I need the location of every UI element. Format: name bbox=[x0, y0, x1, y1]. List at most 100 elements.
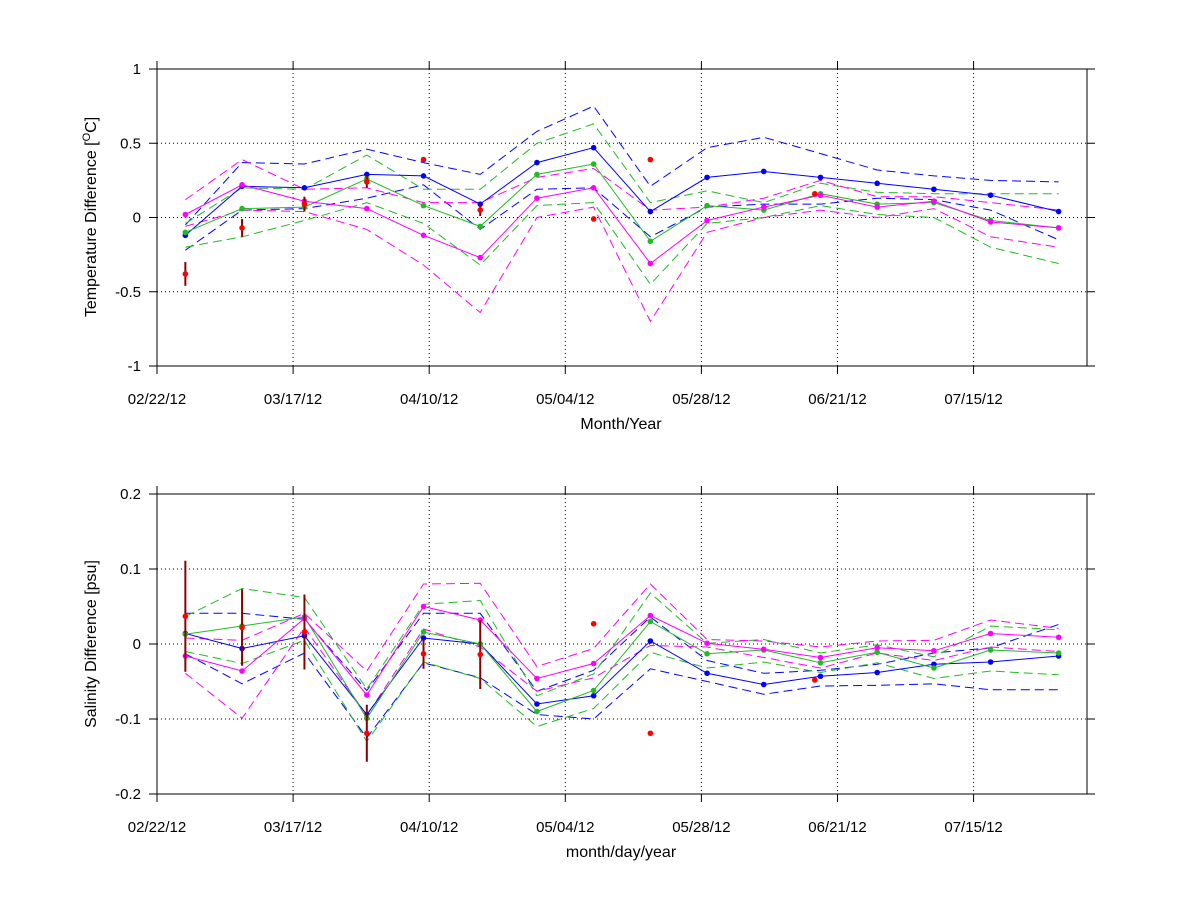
temperature-ytick-label-1: -0.5 bbox=[115, 284, 141, 301]
temperature-series-0-point-14 bbox=[987, 192, 994, 199]
temperature-series-6-point-12 bbox=[874, 204, 880, 210]
salinity-obs-point-4 bbox=[420, 650, 427, 657]
temperature-series-0-point-15 bbox=[1055, 208, 1062, 215]
temperature-xtick-label-1: 03/17/12 bbox=[264, 391, 322, 408]
temperature-xtick-label-0: 02/22/12 bbox=[128, 391, 186, 408]
temperature-series-6-point-1 bbox=[239, 182, 245, 188]
salinity-xtick-label-0: 02/22/12 bbox=[128, 819, 186, 836]
salinity-obs-point-3 bbox=[364, 730, 370, 737]
salinity-series-line-5 bbox=[185, 639, 1059, 743]
temperature-obs-point-6 bbox=[590, 216, 597, 222]
salinity-series-6-point-3 bbox=[364, 692, 370, 698]
temperature-series-6-point-11 bbox=[817, 192, 824, 199]
temperature-series-3-point-9 bbox=[704, 202, 710, 209]
temperature-y-axis-label: Temperature Difference [OC] bbox=[81, 117, 100, 317]
salinity-ytick-label-0: -0.2 bbox=[115, 786, 141, 803]
salinity-series-3-point-15 bbox=[1055, 650, 1062, 656]
salinity-series-3-point-14 bbox=[987, 647, 994, 653]
salinity-x-axis-label: month/day/year bbox=[566, 844, 677, 861]
salinity-series-3-point-13 bbox=[931, 665, 937, 671]
temperature-series-6-point-0 bbox=[182, 211, 189, 218]
temperature-ytick-label-4: 1 bbox=[133, 61, 141, 78]
temperature-xtick-label-4: 05/28/12 bbox=[672, 391, 730, 408]
temperature-series-6-point-9 bbox=[704, 217, 710, 224]
salinity-series-0-point-12 bbox=[874, 669, 880, 676]
salinity-obs-point-1 bbox=[239, 624, 245, 631]
temperature-series-line-3 bbox=[185, 163, 1059, 242]
salinity-series-0-point-9 bbox=[704, 670, 710, 677]
salinity-series-6-point-7 bbox=[590, 660, 597, 667]
temperature-series-6-point-14 bbox=[987, 219, 994, 225]
temperature-series-line-6 bbox=[185, 184, 1059, 265]
salinity-xtick-label-5: 06/21/12 bbox=[808, 819, 866, 836]
temperature-xtick-label-5: 06/21/12 bbox=[808, 391, 866, 408]
temperature-obs-point-8 bbox=[812, 190, 818, 197]
salinity-xtick-label-1: 03/17/12 bbox=[264, 819, 322, 836]
temperature-series-0-point-12 bbox=[874, 180, 880, 187]
temperature-series-6-point-4 bbox=[420, 232, 427, 239]
temperature-series-0-point-2 bbox=[301, 185, 308, 191]
salinity-ytick-label-2: 0 bbox=[133, 636, 141, 653]
salinity-obs-point-6 bbox=[590, 620, 597, 627]
salinity-series-line-6 bbox=[185, 605, 1059, 696]
salinity-series-0-point-14 bbox=[987, 659, 994, 665]
salinity-series-line-0 bbox=[185, 633, 1059, 716]
temperature-series-0-point-8 bbox=[647, 208, 654, 215]
temperature-series-6-point-15 bbox=[1055, 225, 1062, 231]
temperature-series-line-4 bbox=[185, 123, 1059, 224]
salinity-series-6-point-12 bbox=[874, 644, 880, 651]
salinity-series-6-point-9 bbox=[704, 640, 710, 647]
salinity-series-line-3 bbox=[185, 616, 1059, 720]
temperature-series-3-point-0 bbox=[182, 229, 189, 236]
salinity-series-6-point-15 bbox=[1055, 634, 1062, 641]
temperature-series-3-point-7 bbox=[590, 161, 597, 167]
temperature-series-6-point-6 bbox=[534, 195, 540, 201]
temperature-series-0-point-11 bbox=[817, 174, 824, 181]
temperature-x-axis-label: Month/Year bbox=[580, 416, 662, 433]
temperature-series-3-point-4 bbox=[420, 202, 427, 209]
salinity-series-3-point-8 bbox=[647, 618, 654, 625]
salinity-series-line-4 bbox=[185, 587, 1059, 697]
salinity-series-3-point-11 bbox=[817, 659, 824, 666]
salinity-series-3-point-12 bbox=[874, 649, 880, 656]
salinity-series-0-point-4 bbox=[420, 635, 427, 641]
temperature-series-line-8 bbox=[185, 206, 1059, 323]
salinity-series-6-point-10 bbox=[760, 646, 767, 653]
temperature-obs-point-2 bbox=[301, 201, 308, 207]
temperature-series-0-point-6 bbox=[534, 159, 540, 166]
salinity-series-0-point-8 bbox=[647, 638, 654, 644]
salinity-series-6-point-4 bbox=[420, 603, 427, 610]
temperature-series-line-7 bbox=[185, 159, 1059, 211]
temperature-series-0-point-9 bbox=[704, 174, 710, 181]
temperature-series-3-point-6 bbox=[534, 171, 540, 178]
temperature-series-3-point-1 bbox=[239, 205, 245, 212]
temperature-ytick-label-3: 0.5 bbox=[120, 135, 141, 152]
salinity-series-3-point-6 bbox=[534, 708, 540, 715]
salinity-ytick-label-4: 0.2 bbox=[120, 486, 141, 503]
temperature-series-line-5 bbox=[185, 202, 1059, 286]
temperature-obs-point-7 bbox=[647, 156, 654, 163]
temperature-series-line-0 bbox=[185, 147, 1059, 236]
salinity-series-line-2 bbox=[185, 652, 1059, 739]
temperature-obs-point-4 bbox=[420, 156, 427, 163]
salinity-series-6-point-1 bbox=[239, 668, 245, 674]
salinity-ytick-label-1: -0.1 bbox=[115, 711, 141, 728]
salinity-series-line-1 bbox=[185, 612, 1059, 692]
temperature-series-6-point-7 bbox=[590, 185, 597, 191]
salinity-series-6-point-14 bbox=[987, 630, 994, 637]
temperature-series-6-point-8 bbox=[647, 260, 654, 267]
temperature-obs-point-5 bbox=[477, 207, 484, 213]
temperature-obs-point-1 bbox=[239, 225, 245, 231]
salinity-obs-point-8 bbox=[812, 677, 818, 683]
salinity-series-6-point-13 bbox=[931, 647, 937, 654]
salinity-obs-point-2 bbox=[301, 629, 308, 635]
temperature-series-3-point-5 bbox=[477, 223, 484, 230]
temperature-series-6-point-10 bbox=[760, 204, 767, 210]
salinity-series-3-point-4 bbox=[420, 629, 427, 635]
temperature-series-0-point-4 bbox=[420, 173, 427, 179]
salinity-xtick-label-2: 04/10/12 bbox=[400, 819, 458, 836]
salinity-series-6-point-8 bbox=[647, 612, 654, 619]
temperature-series-0-point-10 bbox=[760, 168, 767, 175]
salinity-series-0-point-11 bbox=[817, 673, 824, 680]
